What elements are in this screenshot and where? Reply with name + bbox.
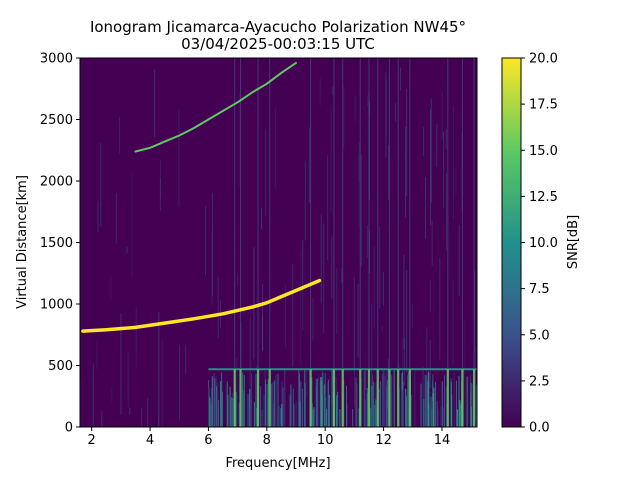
colorbar-tick-label: 5.0 bbox=[529, 328, 550, 343]
colorbar-tick-label: 12.5 bbox=[529, 190, 558, 205]
x-tick-label: 12 bbox=[375, 433, 392, 448]
x-tick-label: 10 bbox=[317, 433, 334, 448]
x-tick-label: 2 bbox=[88, 433, 96, 448]
colorbar-tick-label: 20.0 bbox=[529, 52, 558, 67]
colorbar bbox=[501, 57, 522, 428]
plot-area bbox=[80, 58, 477, 427]
trace-1 bbox=[81, 278, 322, 333]
y-axis: 0 500 1000 1500 2000 2500 3000 bbox=[40, 52, 80, 436]
x-axis-label: Frequency[MHz] bbox=[225, 456, 330, 471]
y-tick-label: 2500 bbox=[40, 113, 73, 128]
x-tick-label: 8 bbox=[263, 433, 271, 448]
x-tick-label: 4 bbox=[146, 433, 154, 448]
x-tick-label: 6 bbox=[204, 433, 212, 448]
colorbar-tick-label: 10.0 bbox=[529, 236, 558, 251]
colorbar-label: SNR[dB] bbox=[566, 215, 581, 269]
y-tick-label: 1000 bbox=[40, 298, 73, 313]
chart-subtitle: 03/04/2025-00:03:15 UTC bbox=[181, 35, 375, 53]
colorbar-tick-label: 2.5 bbox=[529, 374, 550, 389]
y-tick-label: 1500 bbox=[40, 236, 73, 251]
heatmap-layer bbox=[80, 58, 477, 427]
colorbar-tick-label: 0.0 bbox=[529, 421, 550, 436]
colorbar-tick-label: 7.5 bbox=[529, 282, 550, 297]
colorbar-ticks: 0.0 2.5 5.0 7.5 10.0 12.5 15.0 17.5 20.0 bbox=[521, 52, 558, 436]
y-tick-label: 2000 bbox=[40, 175, 73, 190]
colorbar-tick-label: 17.5 bbox=[529, 98, 558, 113]
y-tick-label: 3000 bbox=[40, 52, 73, 67]
trace-2 bbox=[134, 61, 297, 153]
y-tick-label: 500 bbox=[48, 359, 73, 374]
colorbar-tick-label: 15.0 bbox=[529, 144, 558, 159]
x-tick-label: 14 bbox=[434, 433, 451, 448]
chart-title: Ionogram Jicamarca-Ayacucho Polarization… bbox=[90, 18, 466, 36]
y-axis-label: Virtual Distance[km] bbox=[15, 175, 30, 309]
x-axis: 2 4 6 8 10 12 14 bbox=[88, 427, 451, 448]
y-tick-label: 0 bbox=[65, 421, 73, 436]
